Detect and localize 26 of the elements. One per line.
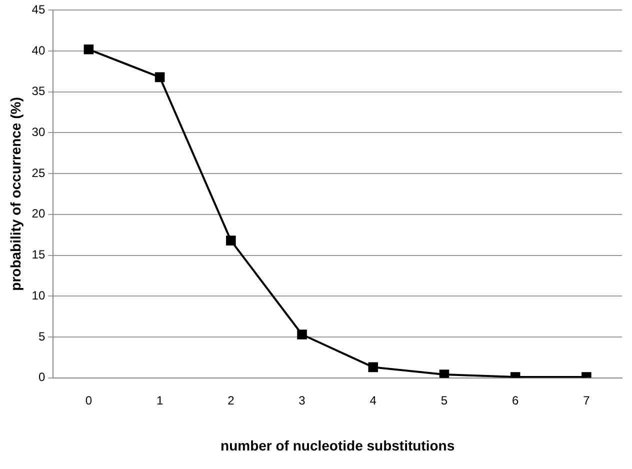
y-tick-label: 45 — [32, 2, 46, 17]
y-tick-label: 5 — [38, 329, 46, 344]
x-axis-title: number of nucleotide substitutions — [220, 437, 455, 454]
y-tick-label: 10 — [32, 288, 46, 302]
y-tick-label: 0 — [38, 370, 46, 384]
x-tick-label: 7 — [583, 393, 590, 408]
x-tick-label: 0 — [85, 393, 92, 408]
point — [154, 72, 165, 82]
point — [297, 330, 307, 340]
point — [84, 44, 94, 54]
y-tick-label: 35 — [32, 84, 46, 98]
x-tick-label: 1 — [156, 393, 164, 408]
x-tick-label: 4 — [370, 393, 377, 408]
y-tick-label: 40 — [32, 43, 46, 58]
x-tick-label: 6 — [512, 393, 519, 408]
y-axis-title: probability of occurrence (%) — [7, 97, 24, 291]
x-tick-label: 3 — [298, 393, 306, 408]
x-tick-label: 5 — [440, 393, 448, 408]
y-tick-label: 25 — [32, 166, 46, 180]
x-tick-label: 2 — [228, 393, 235, 408]
y-tick-label: 15 — [32, 248, 46, 262]
point — [226, 236, 236, 246]
point — [368, 362, 378, 372]
y-tick-label: 20 — [32, 206, 46, 221]
point — [439, 370, 450, 378]
y-tick-label: 30 — [32, 125, 46, 140]
